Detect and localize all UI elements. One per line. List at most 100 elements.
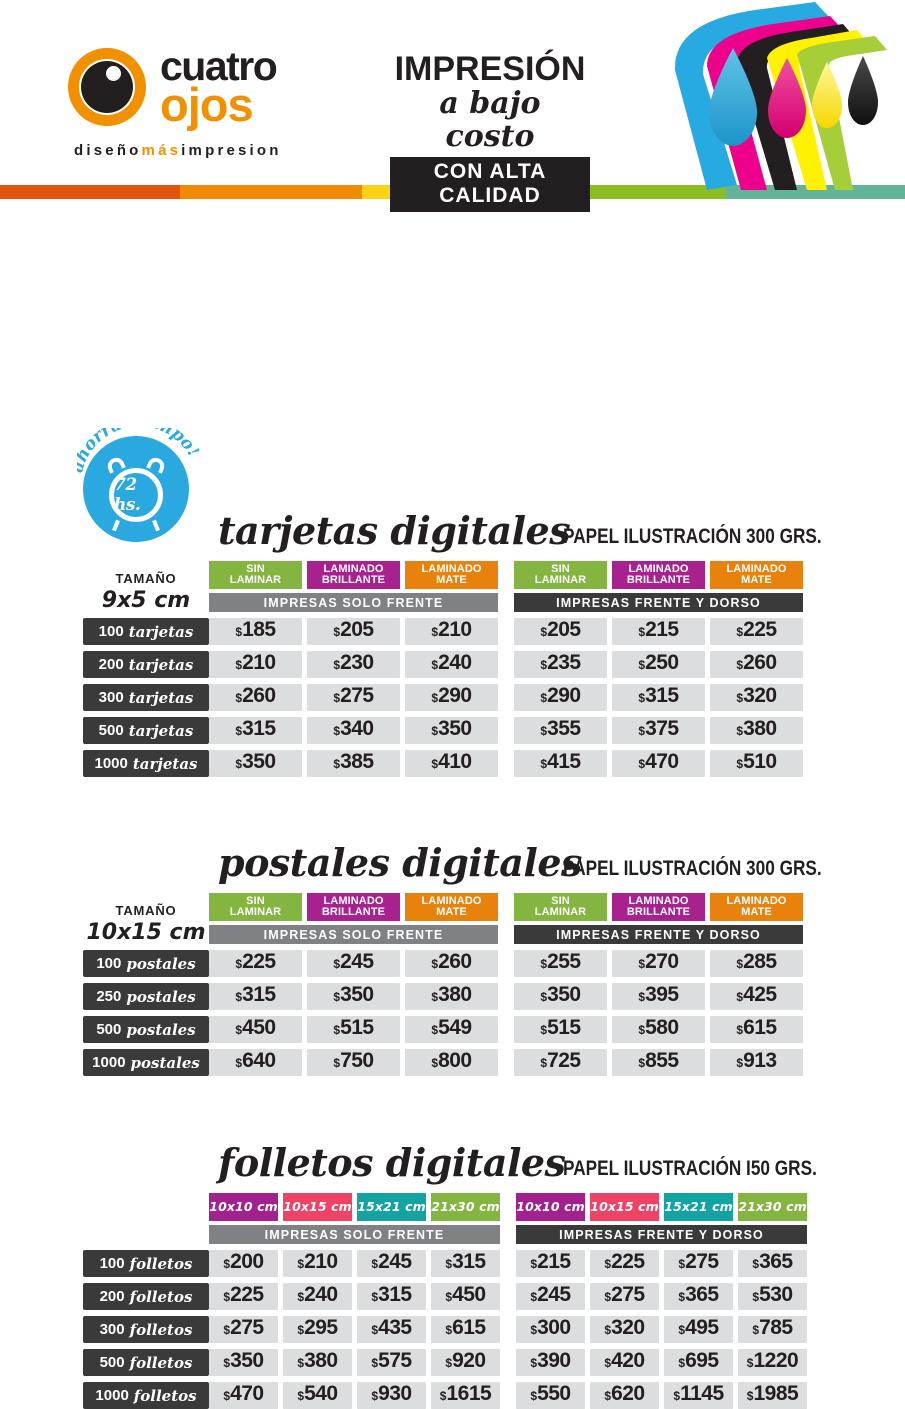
currency-symbol: $ <box>540 658 548 672</box>
price-cell-left-3-0: $315 <box>209 717 302 744</box>
currency-symbol: $ <box>530 1257 538 1271</box>
currency-symbol: $ <box>371 1389 379 1403</box>
column-header-line2: MATE <box>436 574 467 586</box>
price-cell-left-3-0: $350 <box>209 1349 278 1376</box>
price-value: 315 <box>378 1283 412 1306</box>
currency-symbol: $ <box>297 1323 305 1337</box>
column-header-left-2-postales: LAMINADO MATE <box>405 893 498 921</box>
price-value: 240 <box>438 651 472 674</box>
price-value: 1615 <box>446 1382 492 1405</box>
price-group-left: $275 $295 $435 $615 <box>209 1316 500 1343</box>
tagline-part2: más <box>141 142 182 159</box>
column-header-line1: LAMINADO <box>628 562 689 575</box>
column-gap <box>498 561 514 612</box>
price-group-right: $415 $470 $510 <box>514 750 803 777</box>
price-value: 230 <box>340 651 374 674</box>
row-quantity-label: 100 folletos <box>83 1250 209 1277</box>
column-header-left-1-folletos: 10x15 cm <box>283 1193 352 1221</box>
table-row: 1000 folletos $470 $540 $930 $1615 $550 $620 $11… <box>83 1382 828 1409</box>
price-cell-left-1-2: $380 <box>405 983 498 1010</box>
price-group-right: $235 $250 $260 <box>514 651 803 678</box>
price-cell-right-2-2: $320 <box>710 684 803 711</box>
price-cell-right-3-1: $375 <box>612 717 705 744</box>
row-quantity-value: 500 <box>98 722 124 739</box>
price-cell-left-0-0: $225 <box>209 950 302 977</box>
price-cell-left-2-2: $290 <box>405 684 498 711</box>
price-value: 575 <box>378 1349 412 1372</box>
slogan-line1: IMPRESIÓN <box>394 50 586 88</box>
price-cell-left-1-0: $315 <box>209 983 302 1010</box>
price-cell-left-0-2: $245 <box>357 1250 426 1277</box>
price-value: 210 <box>304 1250 338 1273</box>
column-header-right-0-tarjetas: SIN LAMINAR <box>514 561 607 589</box>
price-value: 260 <box>743 651 777 674</box>
currency-symbol: $ <box>235 990 243 1004</box>
price-cell-left-2-1: $275 <box>307 684 400 711</box>
currency-symbol: $ <box>752 1290 760 1304</box>
size-value-tarjetas: 9x5 cm <box>101 588 191 613</box>
brand-logo: cuatro ojos diseñomásimpresion <box>68 45 368 159</box>
price-value: 245 <box>340 950 374 973</box>
price-cell-right-1-1: $250 <box>612 651 705 678</box>
currency-symbol: $ <box>371 1356 379 1370</box>
column-header-line2: MATE <box>436 906 467 918</box>
price-value: 225 <box>230 1283 264 1306</box>
price-cell-right-1-2: $425 <box>710 983 803 1010</box>
price-cell-left-1-2: $315 <box>357 1283 426 1310</box>
row-quantity-value: 1000 <box>94 755 128 772</box>
row-quantity-value: 300 <box>98 689 124 706</box>
row-unit-label: folletos <box>129 1320 193 1339</box>
price-cell-right-1-3: $530 <box>738 1283 807 1310</box>
column-gap <box>498 893 514 944</box>
price-cell-right-3-1: $855 <box>612 1049 705 1076</box>
row-quantity-label: 500 folletos <box>83 1349 209 1376</box>
price-group-right: $215 $225 $275 $365 <box>516 1250 807 1277</box>
price-group-left: $210 $230 $240 <box>209 651 498 678</box>
currency-symbol: $ <box>235 724 243 738</box>
price-group-left: $225 $245 $260 <box>209 950 498 977</box>
price-value: 375 <box>645 717 679 740</box>
currency-symbol: $ <box>223 1323 231 1337</box>
column-gap <box>500 1193 516 1244</box>
currency-symbol: $ <box>540 1023 548 1037</box>
currency-symbol: $ <box>746 1356 754 1370</box>
price-group-right: $515 $580 $615 <box>514 1016 803 1043</box>
eye-logo-icon <box>68 48 146 126</box>
size-column-folletos <box>83 1193 209 1244</box>
price-cell-right-2-0: $515 <box>514 1016 607 1043</box>
price-value: 640 <box>242 1049 276 1072</box>
price-cell-left-3-3: $920 <box>431 1349 500 1376</box>
tagline-part1: diseño <box>74 142 142 159</box>
price-group-left: $315 $340 $350 <box>209 717 498 744</box>
print-mode-bar-right-postales: IMPRESAS FRENTE Y DORSO <box>514 925 803 944</box>
price-cell-left-2-3: $615 <box>431 1316 500 1343</box>
price-cell-right-3-0: $355 <box>514 717 607 744</box>
column-header-right-1-folletos: 10x15 cm <box>590 1193 659 1221</box>
price-value: 380 <box>304 1349 338 1372</box>
price-value: 290 <box>547 684 581 707</box>
price-cell-right-4-1: $620 <box>590 1382 659 1409</box>
price-value: 920 <box>452 1349 486 1372</box>
currency-symbol: $ <box>431 724 439 738</box>
price-cell-right-1-1: $275 <box>590 1283 659 1310</box>
currency-symbol: $ <box>678 1356 686 1370</box>
price-value: 540 <box>304 1382 338 1405</box>
row-quantity-label: 500 tarjetas <box>83 717 209 744</box>
print-mode-bar-right-folletos: IMPRESAS FRENTE Y DORSO <box>516 1225 807 1244</box>
paper-spec-folletos: PAPEL ILUSTRACIÓN I50 GRS. <box>563 1157 817 1180</box>
price-cell-right-1-2: $365 <box>664 1283 733 1310</box>
currency-symbol: $ <box>297 1290 305 1304</box>
row-unit-label: folletos <box>133 1386 197 1405</box>
price-cell-right-2-3: $785 <box>738 1316 807 1343</box>
currency-symbol: $ <box>604 1389 612 1403</box>
price-cell-right-2-1: $315 <box>612 684 705 711</box>
price-value: 350 <box>340 983 374 1006</box>
paper-spec-postales: PAPEL ILUSTRACIÓN 300 GRS. <box>563 857 822 880</box>
currency-symbol: $ <box>431 658 439 672</box>
column-header-right-2-postales: LAMINADO MATE <box>710 893 803 921</box>
table-row: 1000 tarjetas $350 $385 $410 $415 $470 $510 <box>83 750 828 777</box>
price-cell-right-2-2: $615 <box>710 1016 803 1043</box>
tagline-part3: impresion <box>181 142 282 159</box>
row-quantity-label: 1000 tarjetas <box>83 750 209 777</box>
price-value: 725 <box>547 1049 581 1072</box>
